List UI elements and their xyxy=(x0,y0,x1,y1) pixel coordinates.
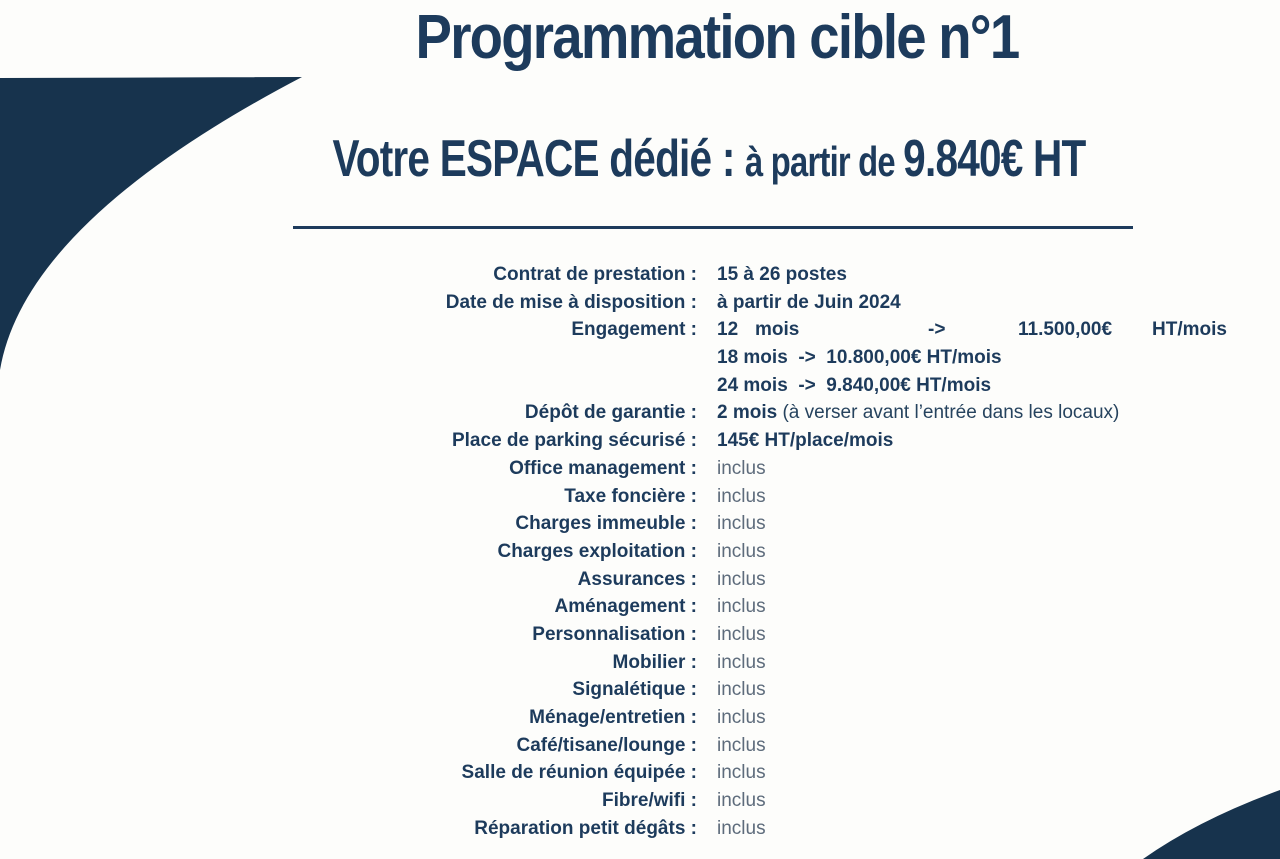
subtitle-price: 9.840€ HT xyxy=(903,130,1086,188)
table-row: 18 mois -> 10.800,00€ HT/mois xyxy=(0,344,1280,372)
engagement-token: -> xyxy=(928,319,946,341)
row-label: Fibre/wifi : xyxy=(602,790,697,812)
row-value: 15 à 26 postes xyxy=(717,264,847,285)
table-row: Mobilier : inclus xyxy=(0,649,1280,677)
engagement-token: HT/mois xyxy=(1152,319,1227,341)
table-row: Office management : inclus xyxy=(0,455,1280,483)
row-label: Ménage/entretien : xyxy=(529,707,697,728)
row-label xyxy=(0,344,697,372)
row-label: Signalétique : xyxy=(572,679,697,701)
row-value: inclus xyxy=(717,679,766,701)
table-row: Taxe foncière : inclus xyxy=(0,483,1280,511)
row-label: Mobilier : xyxy=(612,651,697,673)
table-row: Charges exploitation : inclus xyxy=(0,538,1280,566)
table-row: Réparation petit dégâts : inclus xyxy=(0,815,1280,843)
table-row: Dépôt de garantie : 2 mois (à verser avan… xyxy=(0,399,1280,427)
row-value: inclus xyxy=(717,623,766,645)
row-value: inclus xyxy=(717,734,766,756)
row-value: inclus xyxy=(717,762,766,784)
row-value: 2 mois (à verser avant l’entrée dans les… xyxy=(717,399,1119,427)
row-label: Salle de réunion équipée : xyxy=(461,762,697,784)
table-row: Fibre/wifi : inclus xyxy=(0,787,1280,815)
row-value: inclus xyxy=(717,790,766,812)
table-row: Ménage/entretien : inclus xyxy=(0,704,1280,732)
offer-spec-table: Contrat de prestation : 15 à 26 postes Dat… xyxy=(0,261,1280,842)
engagement-token: 11.500,00€ xyxy=(1018,319,1113,341)
table-row: Signalétique : inclus xyxy=(0,676,1280,704)
row-label: Contrat de prestation : xyxy=(493,264,697,285)
table-row: Café/tisane/lounge : inclus xyxy=(0,732,1280,760)
table-row: Salle de réunion équipée : inclus xyxy=(0,759,1280,787)
row-value: 145€ HT/place/mois xyxy=(717,430,894,452)
row-label: Place de parking sécurisé : xyxy=(451,430,697,452)
row-value: 18 mois -> 10.800,00€ HT/mois xyxy=(717,347,1002,369)
row-value: inclus xyxy=(717,596,766,618)
engagement-token: 12 xyxy=(717,319,739,341)
table-row: Engagement : 12 mois -> 11.500,00€ HT/mois xyxy=(0,316,1280,344)
row-value: 12 mois -> 11.500,00€ HT/mois xyxy=(717,316,1227,344)
horizontal-divider xyxy=(293,226,1133,229)
row-value: inclus xyxy=(717,457,766,479)
row-label: Personnalisation : xyxy=(532,623,697,645)
row-value: inclus xyxy=(717,485,766,507)
row-value-bold: 2 mois xyxy=(717,402,783,424)
row-label: Dépôt de garantie : xyxy=(524,402,697,424)
row-label: Date de mise à disposition : xyxy=(445,291,697,313)
row-label: Engagement : xyxy=(571,319,697,341)
row-label: Assurances : xyxy=(577,568,697,590)
subtitle-mid: à partir de xyxy=(745,138,904,185)
engagement-token: mois xyxy=(755,319,800,341)
table-row: Charges immeuble : inclus xyxy=(0,510,1280,538)
row-label: Aménagement : xyxy=(554,596,697,618)
row-label: Réparation petit dégâts : xyxy=(474,817,697,839)
table-row: Date de mise à disposition : à partir de … xyxy=(0,289,1280,317)
row-value: 24 mois -> 9.840,00€ HT/mois xyxy=(717,374,992,396)
table-row: Contrat de prestation : 15 à 26 postes xyxy=(0,261,1280,289)
row-label: Office management : xyxy=(509,457,697,479)
offer-subtitle: Votre ESPACE dédié : à partir de 9.840€ … xyxy=(210,130,1208,201)
subtitle-lead: Votre ESPACE dédié : xyxy=(332,130,746,188)
row-value: inclus xyxy=(717,707,766,728)
row-value: inclus xyxy=(717,513,766,535)
row-value: inclus xyxy=(717,568,766,590)
table-row: Assurances : inclus xyxy=(0,566,1280,594)
row-value: inclus xyxy=(717,540,766,562)
row-value: inclus xyxy=(717,651,766,673)
row-value: inclus xyxy=(717,817,766,839)
row-value: à partir de Juin 2024 xyxy=(717,291,901,313)
table-row: 24 mois -> 9.840,00€ HT/mois xyxy=(0,372,1280,400)
page-title: Programmation cible n°1 xyxy=(415,3,1021,72)
row-label: Charges immeuble : xyxy=(515,513,697,535)
table-row: Aménagement : inclus xyxy=(0,593,1280,621)
table-row: Personnalisation : inclus xyxy=(0,621,1280,649)
row-label: Café/tisane/lounge : xyxy=(516,734,697,756)
table-row: Place de parking sécurisé : 145€ HT/place… xyxy=(0,427,1280,455)
row-value-note: (à verser avant l’entrée dans les locaux… xyxy=(782,402,1120,424)
row-label: Taxe foncière : xyxy=(564,485,697,507)
row-label xyxy=(0,372,697,400)
row-label: Charges exploitation : xyxy=(497,540,697,562)
